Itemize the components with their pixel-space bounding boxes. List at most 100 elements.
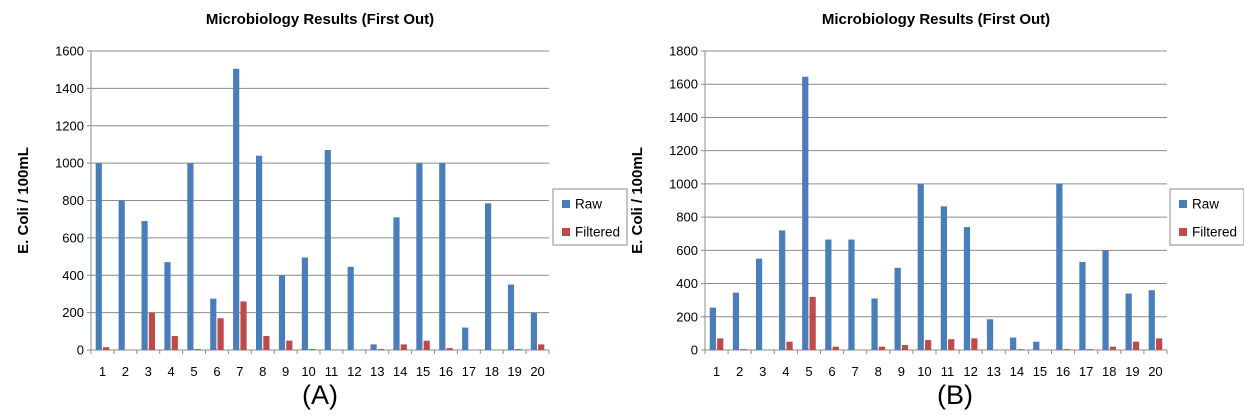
bar-filtered-13 [378,349,384,350]
legend-label-filtered: Filtered [1192,225,1237,240]
x-tick-label: 4 [782,364,789,379]
bar-raw-17 [462,328,468,350]
bar-raw-14 [1010,338,1016,350]
legend-swatch-raw [1179,200,1187,208]
bar-raw-10 [918,184,924,350]
bar-raw-13 [987,319,993,350]
bar-raw-12 [964,227,970,350]
bar-raw-5 [802,77,808,350]
x-tick-label: 8 [875,364,882,379]
x-tick-label: 18 [485,364,499,379]
bar-raw-15 [1033,342,1039,350]
bar-raw-4 [164,262,170,350]
y-tick-label: 200 [676,309,698,324]
bar-raw-16 [439,163,445,350]
x-tick-label: 16 [1056,364,1070,379]
bar-raw-5 [187,163,193,350]
x-tick-label: 11 [941,364,955,379]
bar-raw-16 [1056,184,1062,350]
legend-swatch-filtered [562,228,570,236]
y-tick-label: 800 [676,210,698,225]
x-tick-label: 17 [1079,364,1093,379]
legend-swatch-filtered [1179,228,1187,236]
bar-filtered-5 [195,349,201,350]
legend-label-raw: Raw [575,197,602,212]
bar-raw-18 [1102,250,1108,350]
bar-raw-20 [1149,290,1155,350]
bar-filtered-10 [309,349,315,350]
y-tick-label: 400 [62,268,84,283]
bar-filtered-3 [149,313,155,350]
bar-raw-11 [325,150,331,350]
x-tick-label: 7 [236,364,243,379]
bar-raw-11 [941,206,947,350]
chart-title: Microbiology Results (First Out) [206,11,434,28]
bar-raw-3 [141,221,147,350]
x-tick-label: 12 [963,364,977,379]
bar-filtered-4 [786,342,792,350]
x-tick-label: 15 [416,364,430,379]
bar-filtered-18 [1110,347,1116,350]
bar-raw-17 [1079,262,1085,350]
bar-filtered-5 [810,297,816,350]
x-tick-label: 1 [713,364,720,379]
chart-caption-b: (B) [937,380,973,411]
x-tick-label: 4 [168,364,175,379]
x-tick-label: 5 [190,364,197,379]
chart-panel-b: Microbiology Results (First Out) E. Coli … [614,0,1244,415]
bar-raw-7 [848,240,854,350]
x-tick-label: 6 [213,364,220,379]
y-tick-label: 1200 [669,143,698,158]
legend-swatch-raw [562,200,570,208]
x-tick-label: 8 [259,364,266,379]
x-tick-label: 3 [145,364,152,379]
bar-filtered-20 [1156,338,1162,350]
x-tick-label: 6 [828,364,835,379]
chart-caption-a: (A) [302,380,338,411]
x-tick-label: 10 [917,364,931,379]
x-tick-label: 10 [301,364,315,379]
bar-raw-2 [733,293,739,350]
bar-filtered-9 [286,341,292,350]
bar-filtered-4 [172,336,178,350]
chart-a: Microbiology Results (First Out) E. Coli … [0,0,630,380]
x-tick-label: 17 [462,364,476,379]
y-tick-label: 0 [691,343,698,358]
chart-b: Microbiology Results (First Out)E. Coli … [614,0,1244,380]
x-tick-label: 20 [530,364,544,379]
x-tick-label: 5 [805,364,812,379]
bar-raw-6 [210,299,216,350]
chart-panel-a: Microbiology Results (First Out) E. Coli … [0,0,630,415]
bar-filtered-2 [740,349,746,350]
y-axis-label: E. Coli / 100mL [15,147,32,254]
bar-filtered-19 [515,349,521,350]
bar-raw-2 [119,201,125,351]
x-tick-label: 14 [1010,364,1024,379]
bar-raw-20 [531,313,537,350]
bar-raw-8 [871,299,877,350]
x-tick-label: 7 [852,364,859,379]
bar-raw-19 [508,285,514,350]
bar-filtered-1 [103,347,109,350]
x-tick-label: 20 [1148,364,1162,379]
bar-raw-6 [825,240,831,350]
x-tick-label: 19 [507,364,521,379]
x-tick-label: 18 [1102,364,1116,379]
bar-raw-14 [393,217,399,350]
y-tick-label: 1400 [55,81,84,96]
y-tick-label: 1600 [669,77,698,92]
bar-raw-12 [348,267,354,350]
y-tick-label: 1800 [669,44,698,59]
y-tick-label: 600 [676,243,698,258]
bar-filtered-1 [717,338,723,350]
bar-filtered-8 [879,347,885,350]
bar-filtered-10 [925,340,931,350]
bar-raw-3 [756,259,762,350]
x-tick-label: 2 [736,364,743,379]
x-tick-label: 15 [1033,364,1047,379]
y-tick-label: 1400 [669,110,698,125]
bar-raw-18 [485,203,491,350]
bar-raw-4 [779,230,785,350]
y-axis-label: E. Coli / 100mL [629,147,646,254]
bar-raw-13 [370,344,376,350]
